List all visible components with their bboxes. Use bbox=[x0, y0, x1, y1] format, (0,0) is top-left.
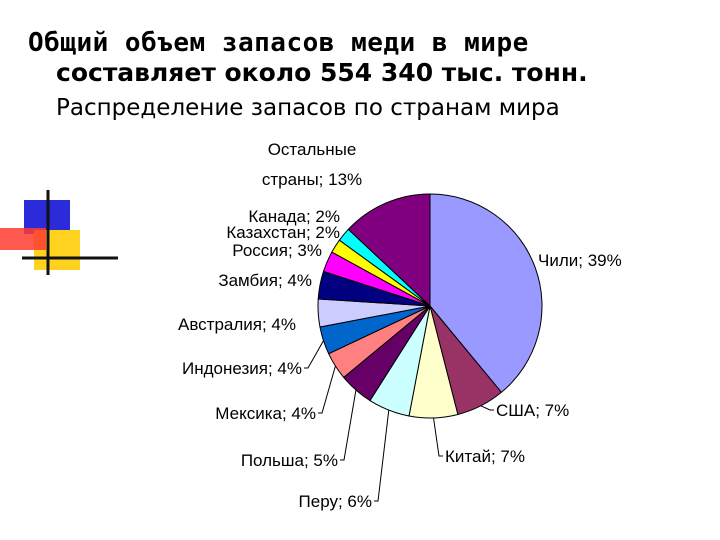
chart-subtitle: Распределение запасов по странам мира bbox=[56, 95, 560, 121]
slice-label: Перу; 6% bbox=[299, 492, 372, 511]
leader-line bbox=[304, 340, 324, 369]
leader-line bbox=[480, 405, 494, 411]
slice-label: Мексика; 4% bbox=[215, 404, 316, 423]
leader-line bbox=[318, 365, 336, 414]
slice-label: Индонезия; 4% bbox=[182, 359, 302, 378]
pie-slice bbox=[429, 193, 543, 394]
pie-slices bbox=[317, 193, 543, 419]
slice-label: Канада; 2% bbox=[248, 207, 340, 226]
leader-lines bbox=[304, 340, 494, 502]
red-square bbox=[0, 228, 46, 250]
slice-label: Казахстан; 2% bbox=[226, 223, 340, 242]
slice-label: Россия; 3% bbox=[232, 241, 322, 260]
leader-line bbox=[340, 389, 357, 461]
slice-label: Австралия; 4% bbox=[178, 315, 296, 334]
slice-label: Замбия; 4% bbox=[218, 271, 312, 290]
title-line-1: Общий объем запасов меди в мире bbox=[28, 28, 529, 58]
title-line-2: составляет около 554 340 тыс. тонн. bbox=[56, 58, 588, 87]
slice-label: Китай; 7% bbox=[445, 447, 525, 466]
decorative-squares bbox=[0, 190, 118, 275]
slice-label: Польша; 5% bbox=[241, 451, 338, 470]
slice-label: США; 7% bbox=[496, 401, 569, 420]
leader-line bbox=[374, 410, 390, 502]
slice-labels: Чили; 39% США; 7% Китай; 7% Перу; 6% Польша;… bbox=[178, 140, 622, 511]
pie-slice bbox=[347, 193, 431, 308]
leader-line bbox=[433, 417, 443, 457]
slice-label: Остальные страны; 13% bbox=[262, 140, 362, 189]
slice-label: Чили; 39% bbox=[538, 251, 622, 270]
